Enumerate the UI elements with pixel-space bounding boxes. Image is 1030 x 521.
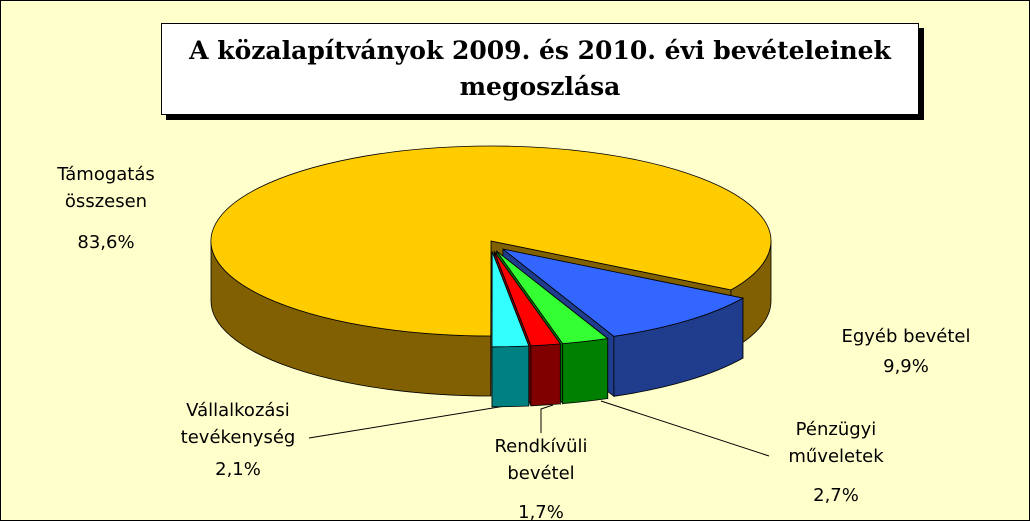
chart-title: A közalapítványok 2009. és 2010. évi bev…: [161, 23, 919, 115]
slice-wall: [562, 338, 609, 405]
slice: [491, 251, 530, 408]
value-label: 83,6%: [77, 232, 135, 253]
slice-wall: [530, 343, 561, 407]
value-label: 9,9%: [883, 356, 929, 377]
slice-top: [502, 248, 745, 337]
value-label: 2,1%: [215, 459, 261, 480]
category-label: Támogatás összesen: [57, 164, 155, 212]
value-label: 1,7%: [518, 502, 564, 521]
slice-top: [496, 250, 609, 345]
leader-line: [308, 404, 512, 439]
category-label: Vállalkozási tevékenység: [180, 400, 296, 448]
leader-line: [540, 404, 554, 433]
slice-top: [491, 251, 530, 348]
leader-lines: [308, 400, 770, 457]
slice-top: [210, 145, 772, 337]
category-label: Rendkívüli bevétel: [494, 436, 588, 484]
category-label: Pénzügyi műveletek: [788, 419, 884, 467]
slice-top: [493, 251, 562, 347]
slice-wall: [491, 345, 530, 408]
value-label: 2,7%: [813, 485, 859, 506]
leader-line: [600, 400, 770, 457]
category-label: Egyéb bevétel: [841, 326, 971, 347]
